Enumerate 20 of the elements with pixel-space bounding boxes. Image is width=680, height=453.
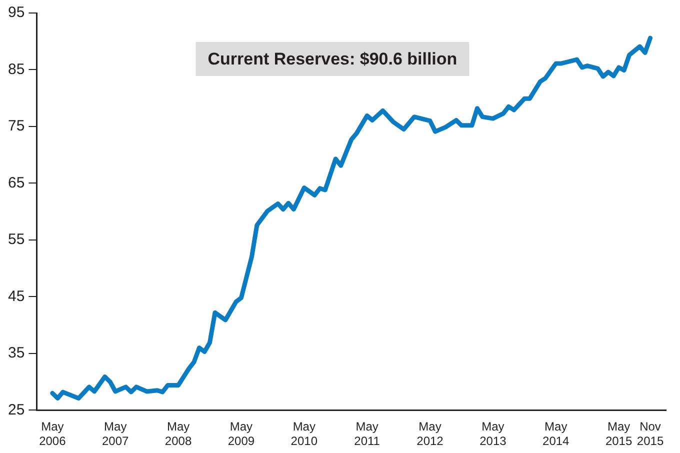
y-tick-label: 35 [8,344,25,362]
x-tick-label: May 2013 [480,420,507,448]
x-tick-label: Nov 2015 [636,420,664,448]
y-tick-label: 85 [8,60,25,78]
x-tick-label: May 2006 [39,420,66,448]
y-tick-label: 25 [8,401,25,418]
y-tick-label: 45 [8,288,25,305]
y-tick-label: 65 [8,174,25,192]
x-tick-label: May 2014 [542,420,570,448]
annotation: Current Reserves: $90.6 billion [208,50,458,69]
x-tick-label: May 2012 [416,420,444,448]
x-tick-label: May 2009 [228,420,255,448]
x-tick-label: May 2008 [164,420,192,448]
x-tick-label: May 2015 [605,420,632,448]
x-tick-label: May 2011 [354,420,380,448]
y-tick-label: 75 [8,118,25,135]
y-tick-label: 95 [8,4,25,22]
x-tick-label: May 2010 [290,420,318,448]
y-tick-label: 55 [8,231,25,248]
x-tick-label: May 2007 [102,420,130,448]
